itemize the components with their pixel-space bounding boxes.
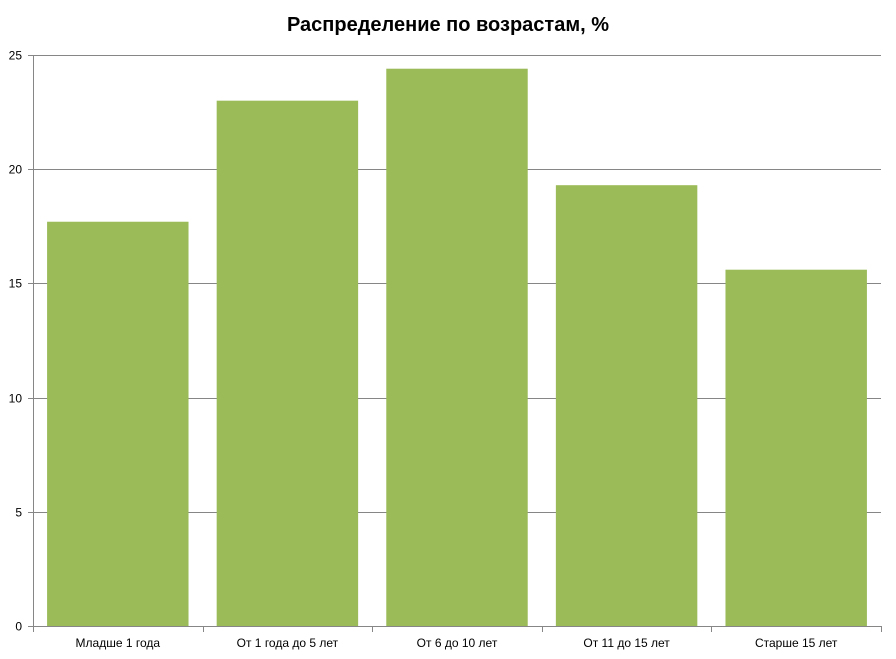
- y-tick-label: 5: [15, 506, 22, 520]
- bar-1: [47, 221, 189, 626]
- y-tick-label: 25: [9, 49, 23, 63]
- bar-2: [216, 100, 359, 627]
- y-tick-label: 20: [9, 163, 23, 177]
- bar-3: [386, 68, 528, 627]
- bar-5: [725, 269, 867, 626]
- x-tick-label: От 6 до 10 лет: [417, 636, 498, 650]
- y-tick-label: 15: [9, 277, 23, 291]
- bar-4: [555, 185, 698, 627]
- y-tick-label: 0: [15, 620, 22, 634]
- x-tick-label: От 1 года до 5 лет: [237, 636, 339, 650]
- chart-title: Распределение по возрастам, %: [286, 14, 610, 36]
- x-tick-label: Младше 1 года: [76, 636, 161, 650]
- x-tick-label: Старше 15 лет: [755, 636, 838, 650]
- x-tick-label: От 11 до 15 лет: [583, 636, 670, 650]
- y-tick-label: 10: [9, 392, 23, 406]
